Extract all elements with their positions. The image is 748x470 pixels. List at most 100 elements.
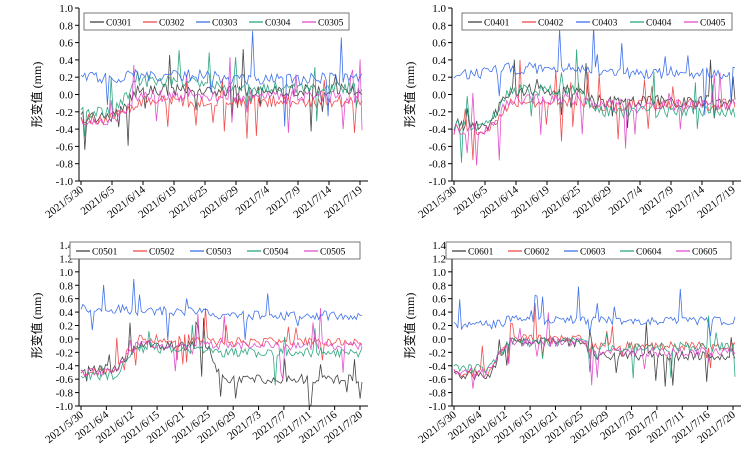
series-line-c0505: [80, 308, 363, 380]
legend-label: C0602: [524, 248, 550, 258]
series-line-c0601: [453, 322, 736, 387]
legend-label: C0505: [320, 248, 346, 258]
chart-legend: C0601 C0602 C0603 C0604 C0605: [445, 241, 732, 260]
y-tick-label: -0.4: [56, 124, 74, 136]
legend-label: C0603: [580, 248, 606, 258]
x-tick-label: 2021/7/4: [607, 184, 646, 218]
x-tick-label: 2021/7/4: [234, 184, 273, 218]
y-tick-label: 0.2: [59, 72, 73, 84]
legend-label: C0605: [692, 248, 718, 258]
legend-label: C0501: [92, 248, 118, 258]
series-line-c0603: [453, 286, 736, 337]
legend-box: [69, 241, 361, 260]
legend-label: C0304: [265, 19, 291, 29]
series-line-c0403: [453, 26, 736, 116]
y-tick-label: 0.4: [432, 55, 446, 67]
chart-legend: C0301 C0302 C0303 C0304 C0305: [83, 12, 350, 31]
legend-label: C0302: [159, 19, 185, 29]
y-axis-title: 形变值 (mm): [402, 62, 417, 128]
y-tick-label: -0.6: [56, 141, 74, 153]
y-tick-label: 0.8: [59, 280, 73, 292]
legend-label: C0604: [636, 248, 662, 258]
chart-panel-1: 1.0 0.8 0.6 0.4 0.2 0.0 -0.2 -0.4 -0.6 -0.8 -1.0 形变…: [29, 3, 368, 221]
x-tick-label: 2021/5/30: [43, 184, 86, 221]
chart-legend: C0501 C0502 C0503 C0504 C0505: [69, 241, 361, 260]
y-tick-label: 1.4: [432, 240, 446, 252]
y-tick-label: -0.8: [429, 159, 447, 171]
y-tick-label: 0.4: [59, 55, 73, 67]
legend-label: C0502: [149, 248, 175, 258]
chart-panel-2: 1.0 0.8 0.6 0.4 0.2 0.0 -0.2 -0.4 -0.6 -0.8 -1.0 形变…: [402, 3, 741, 221]
y-tick-label: 0.0: [432, 334, 446, 346]
y-tick-label: 0.8: [432, 20, 446, 32]
series-line-c0502: [80, 308, 363, 377]
y-tick-label: -1.0: [56, 176, 74, 188]
chart-panel-4: 1.41.2 1.00.8 0.60.4 0.20.0-0.2 -0.4-0.6 -0.8…: [402, 240, 741, 446]
chart-panel-3: 1.41.21.00.80.60.40.20.0-0.2-0.4-0.6-0.8…: [29, 240, 368, 446]
y-tick-label: -1.0: [56, 401, 74, 413]
y-tick-label: 0.8: [432, 280, 446, 292]
chart-legend: C0401 C0402 C0403 C0404 C0405: [461, 12, 733, 31]
legend-label: C0301: [106, 19, 132, 29]
y-tick-label: 0.4: [59, 307, 73, 319]
legend-label: C0404: [646, 19, 672, 29]
legend-label: C0601: [468, 248, 494, 258]
legend-box: [83, 12, 350, 31]
y-tick-label: 1.0: [432, 3, 446, 15]
y-tick-label: -0.6: [56, 374, 74, 386]
y-tick-label: -0.6: [429, 141, 447, 153]
y-tick-label: 1.2: [432, 253, 446, 265]
y-tick-label: -0.2: [429, 107, 446, 119]
y-tick-label: 1.2: [59, 253, 73, 265]
y-tick-label: 0.8: [59, 20, 73, 32]
legend-label: C0504: [263, 248, 289, 258]
legend-label: C0305: [318, 19, 344, 29]
legend-box: [461, 12, 733, 31]
legend-label: C0303: [212, 19, 238, 29]
legend-label: C0403: [592, 19, 618, 29]
legend-label: C0405: [700, 19, 726, 29]
series-line-c0304: [80, 50, 363, 137]
y-tick-label: 0.2: [432, 72, 446, 84]
y-tick-label: 0.0: [432, 90, 446, 102]
series-line-c0503: [80, 278, 363, 341]
series-line-c0501: [80, 317, 363, 407]
y-tick-label: 0.6: [432, 38, 446, 50]
y-tick-label: 1.0: [59, 267, 73, 279]
y-tick-label: -1.0: [429, 176, 447, 188]
y-tick-label: -0.2: [429, 347, 446, 359]
legend-label: C0402: [538, 19, 564, 29]
series-line-c0305: [80, 57, 363, 133]
y-axis-title: 形变值 (mm): [402, 293, 417, 359]
y-tick-label: 0.2: [59, 321, 73, 333]
y-axis-title: 形变值 (mm): [29, 293, 44, 359]
legend-label: C0503: [206, 248, 232, 258]
y-tick-label: -0.6: [429, 374, 447, 386]
y-tick-label: -0.4: [429, 361, 447, 373]
legend-box: [445, 241, 732, 260]
y-tick-label: -1.0: [429, 401, 447, 413]
legend-label: C0401: [484, 19, 510, 29]
y-tick-label: 0.2: [432, 321, 446, 333]
series-line-c0405: [453, 72, 736, 166]
y-tick-label: -0.2: [56, 107, 73, 119]
y-tick-label: -0.4: [56, 361, 74, 373]
series-line-c0303: [80, 30, 363, 127]
y-tick-label: 0.4: [432, 307, 446, 319]
series-line-c0404: [453, 49, 736, 163]
y-tick-label: 0.6: [59, 38, 73, 50]
y-tick-label: -0.4: [429, 124, 447, 136]
y-tick-label: -0.8: [56, 159, 74, 171]
y-tick-label: 1.0: [59, 3, 73, 15]
y-tick-label: 0.0: [59, 334, 73, 346]
series-line-c0504: [80, 324, 363, 386]
x-tick-label: 2021/5/30: [416, 184, 459, 221]
y-tick-label: 0.6: [59, 294, 73, 306]
series-line-c0605: [453, 312, 736, 389]
y-tick-label: -0.8: [429, 388, 447, 400]
y-tick-label: -0.2: [56, 347, 73, 359]
y-tick-label: 0.6: [432, 294, 446, 306]
y-axis-title: 形变值 (mm): [29, 62, 44, 128]
y-tick-label: -0.8: [56, 388, 74, 400]
